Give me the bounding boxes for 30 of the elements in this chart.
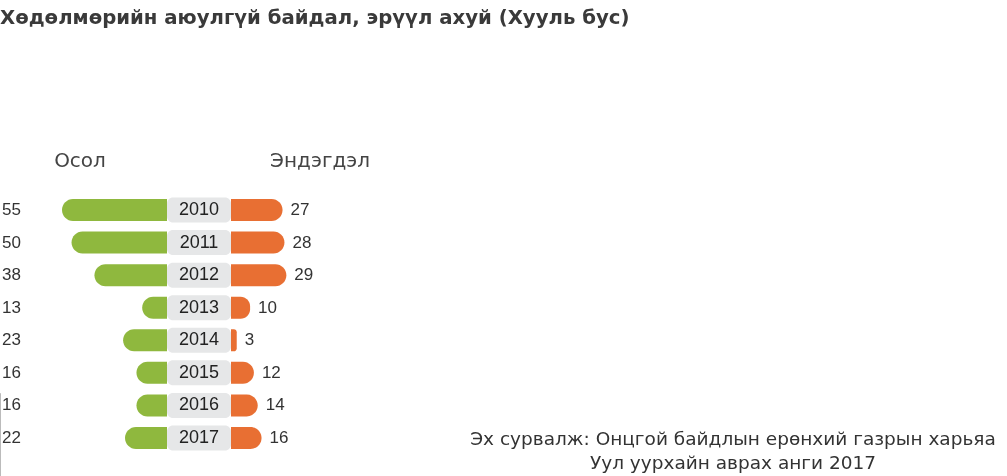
data-label: 12 [261, 362, 281, 382]
data-label: 29 [294, 265, 314, 285]
y-tick-label: 2011 [179, 231, 219, 252]
data-label: 23 [2, 330, 21, 350]
data-label: 16 [269, 427, 289, 447]
data-label: 50 [2, 232, 21, 252]
text: Эх сурвалж: Онцгой байдлын ерөнхий газрын харьяа [470, 428, 996, 449]
text: Уул уурхайн аврах анги 2017 [589, 452, 877, 473]
y-tick-label: 2015 [178, 361, 220, 382]
data-label: 3 [244, 330, 255, 350]
text: Хөдөлмөрийн аюулгүй байдал, эрүүл ахуй (Хууль бус) [0, 6, 630, 30]
series-label: Эндэгдэл [270, 148, 370, 172]
data-label: 28 [292, 232, 312, 252]
y-tick-label: 2013 [178, 296, 220, 317]
series-label: Осол [54, 148, 106, 172]
y-tick-label: 2017 [178, 426, 220, 447]
data-label: 14 [265, 395, 285, 415]
data-label: 10 [258, 297, 278, 317]
y-tick-label: 2016 [178, 394, 220, 415]
bar [231, 329, 237, 352]
data-label: 38 [2, 265, 21, 285]
data-label: 55 [2, 200, 21, 219]
data-label: 16 [2, 362, 21, 382]
y-tick-label: 2012 [178, 264, 220, 285]
data-label: 27 [290, 200, 310, 219]
data-label: 16 [2, 395, 21, 415]
y-tick-label: 2010 [178, 199, 220, 219]
y-tick-label: 2014 [178, 329, 220, 350]
data-label: 22 [2, 427, 21, 447]
data-label: 13 [2, 297, 21, 317]
